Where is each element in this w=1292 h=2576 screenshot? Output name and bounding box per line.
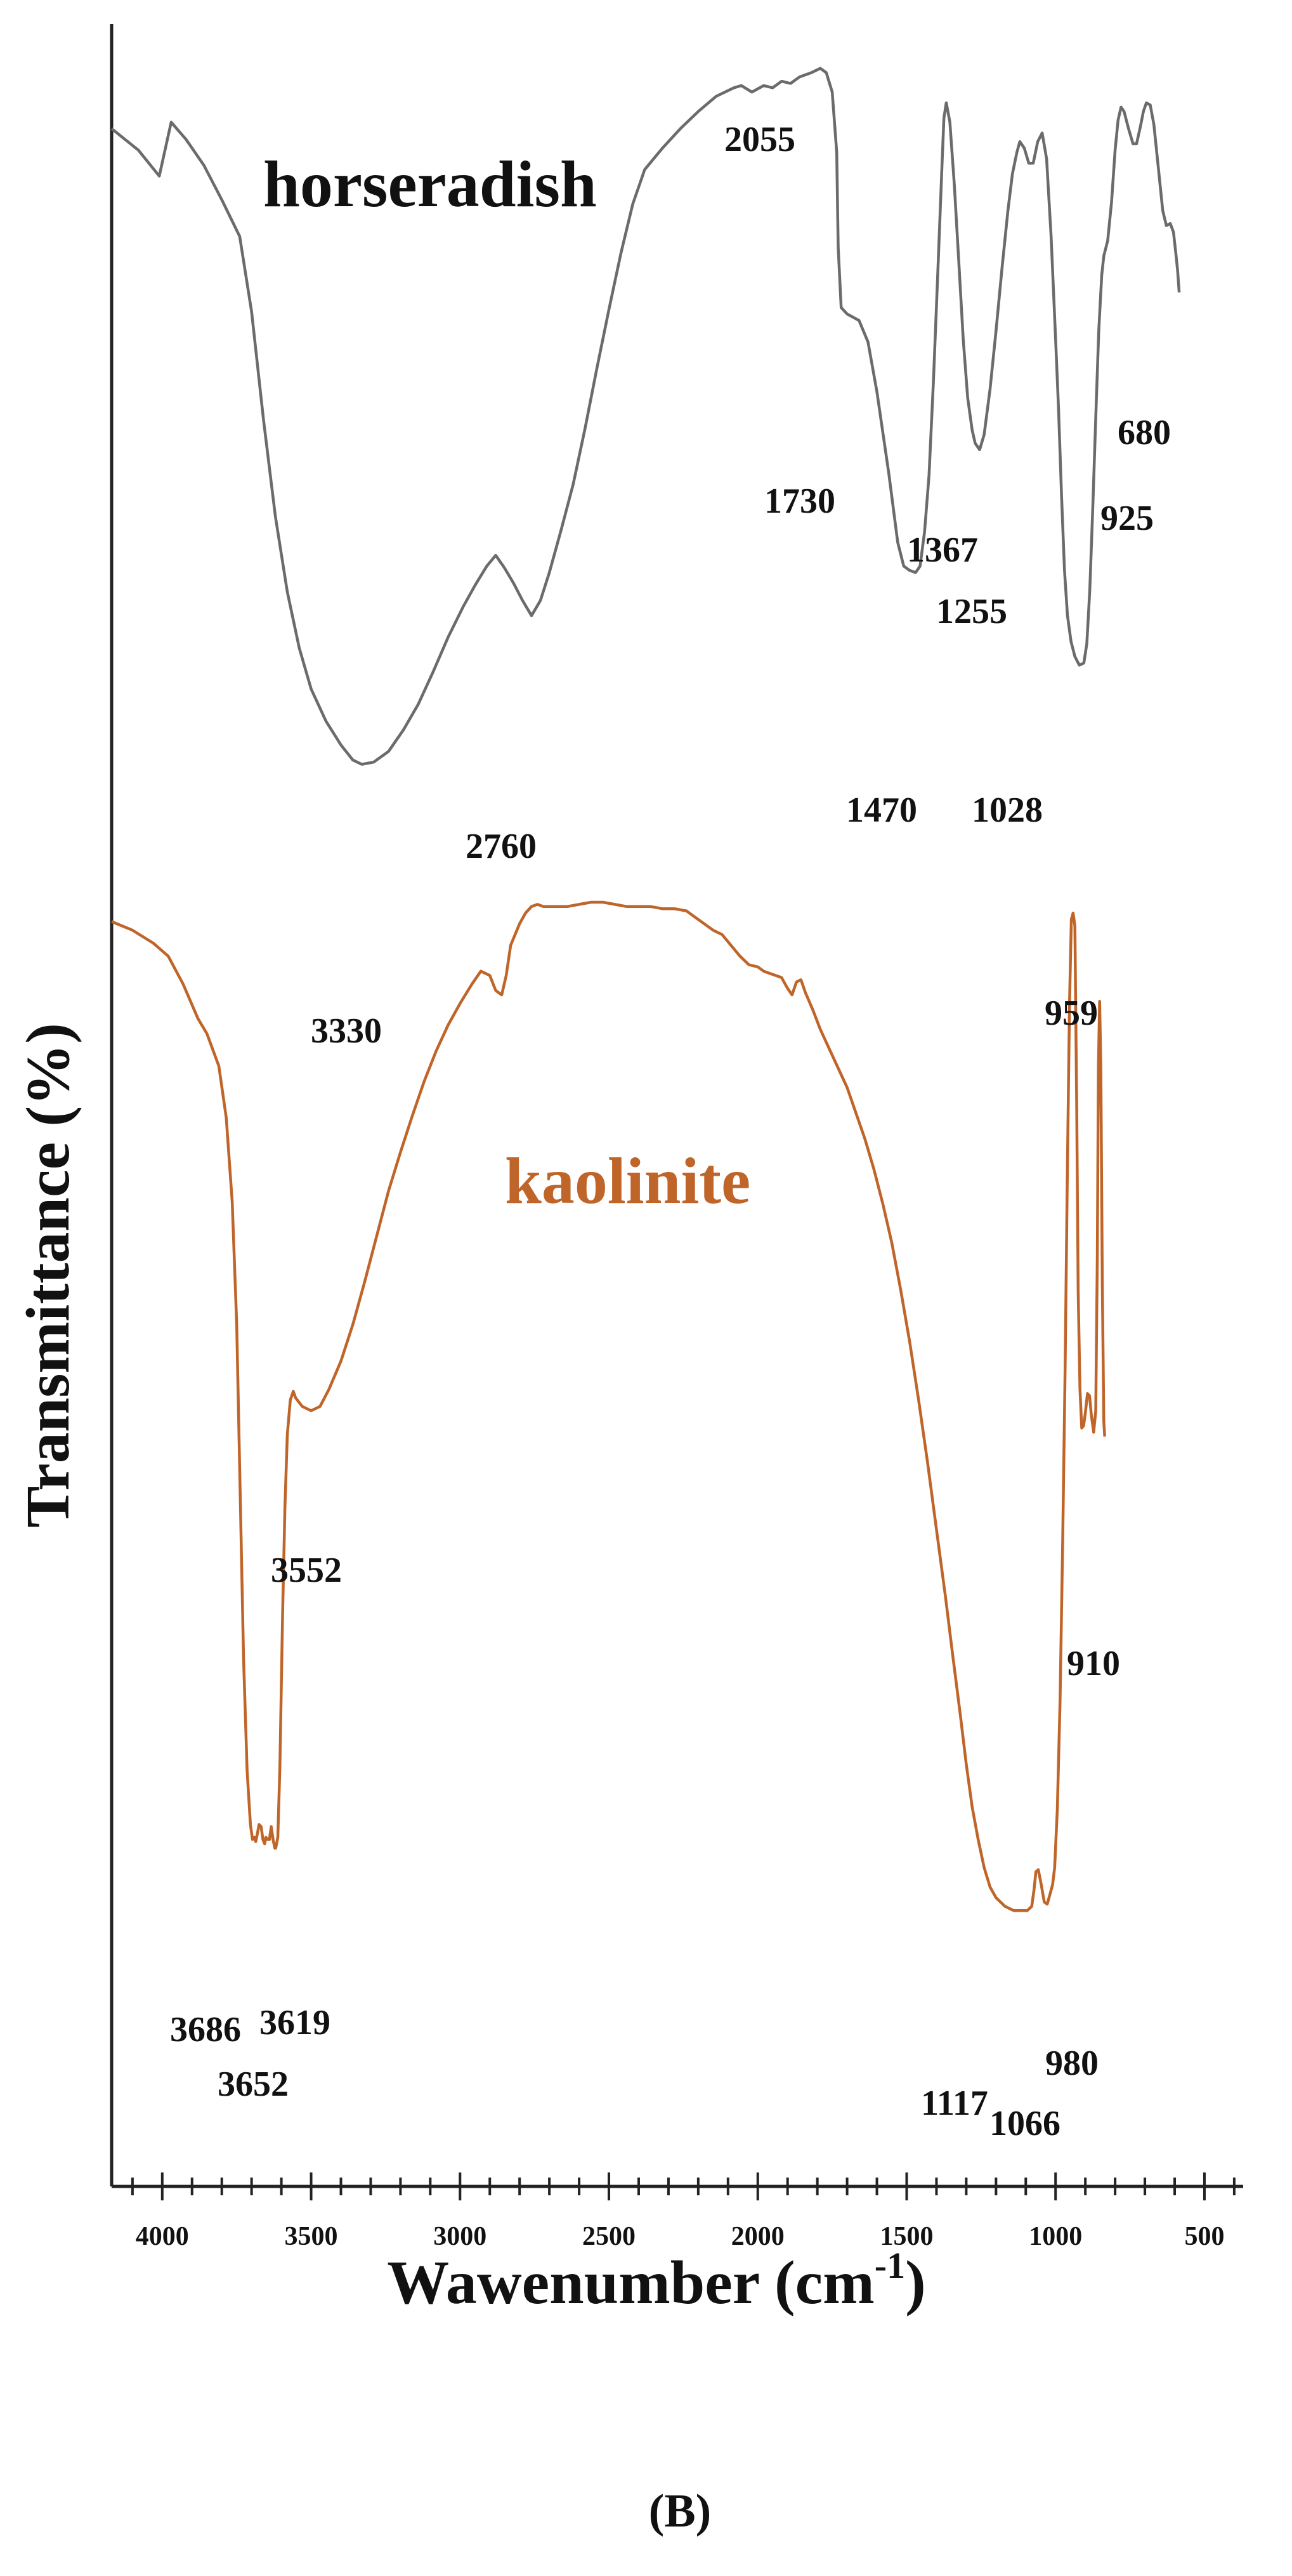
x-tick-label: 1000 <box>1029 2222 1082 2251</box>
y-axis-title: Transmittance (%) <box>14 1023 82 1528</box>
peak-label-kaolinite: 3652 <box>218 2065 289 2104</box>
peak-label-horseradish: 1730 <box>764 482 835 521</box>
peak-label-horseradish: 2760 <box>466 827 537 866</box>
series-line-horseradish <box>110 67 1181 766</box>
panel-label: (B) <box>649 2485 712 2537</box>
peak-label-horseradish: 3330 <box>311 1011 382 1051</box>
x-axis-title-main: Wawenumber (cm <box>387 2249 875 2317</box>
peak-label-horseradish: 925 <box>1100 499 1154 538</box>
x-axis-title-end: ) <box>905 2249 926 2317</box>
x-axis-title: Wawenumber (cm-1) <box>387 2245 925 2317</box>
peak-label-horseradish: 1367 <box>907 530 978 570</box>
series-name-label-horseradish: horseradish <box>263 148 597 221</box>
peak-label-kaolinite: 910 <box>1067 1644 1120 1683</box>
peak-label-kaolinite: 3552 <box>271 1551 342 1590</box>
x-tick-label: 1500 <box>880 2222 933 2251</box>
x-axis-title-superscript: -1 <box>875 2245 905 2286</box>
x-tick-label: 4000 <box>136 2222 189 2251</box>
x-tick-label: 2000 <box>731 2222 785 2251</box>
x-tick-label: 2500 <box>582 2222 636 2251</box>
peak-label-kaolinite: 3619 <box>259 2003 330 2042</box>
peak-label-horseradish: 959 <box>1045 994 1098 1033</box>
x-tick-label: 3000 <box>433 2222 486 2251</box>
peak-label-kaolinite: 3686 <box>170 2010 241 2049</box>
x-tick-label: 3500 <box>285 2222 338 2251</box>
peak-label-kaolinite: 1117 <box>921 2084 988 2123</box>
peak-label-horseradish: 1028 <box>972 791 1043 830</box>
peak-label-horseradish: 680 <box>1118 413 1171 452</box>
peak-label-kaolinite: 980 <box>1045 2044 1099 2083</box>
peak-label-kaolinite: 1066 <box>989 2104 1060 2143</box>
series-name-label-kaolinite: kaolinite <box>505 1145 750 1218</box>
peak-label-horseradish: 1255 <box>936 592 1007 631</box>
peak-label-horseradish: 1470 <box>846 791 917 830</box>
peak-label-horseradish: 2055 <box>724 120 795 159</box>
x-tick-label: 500 <box>1184 2222 1224 2251</box>
series-line-kaolinite <box>111 900 1106 1912</box>
